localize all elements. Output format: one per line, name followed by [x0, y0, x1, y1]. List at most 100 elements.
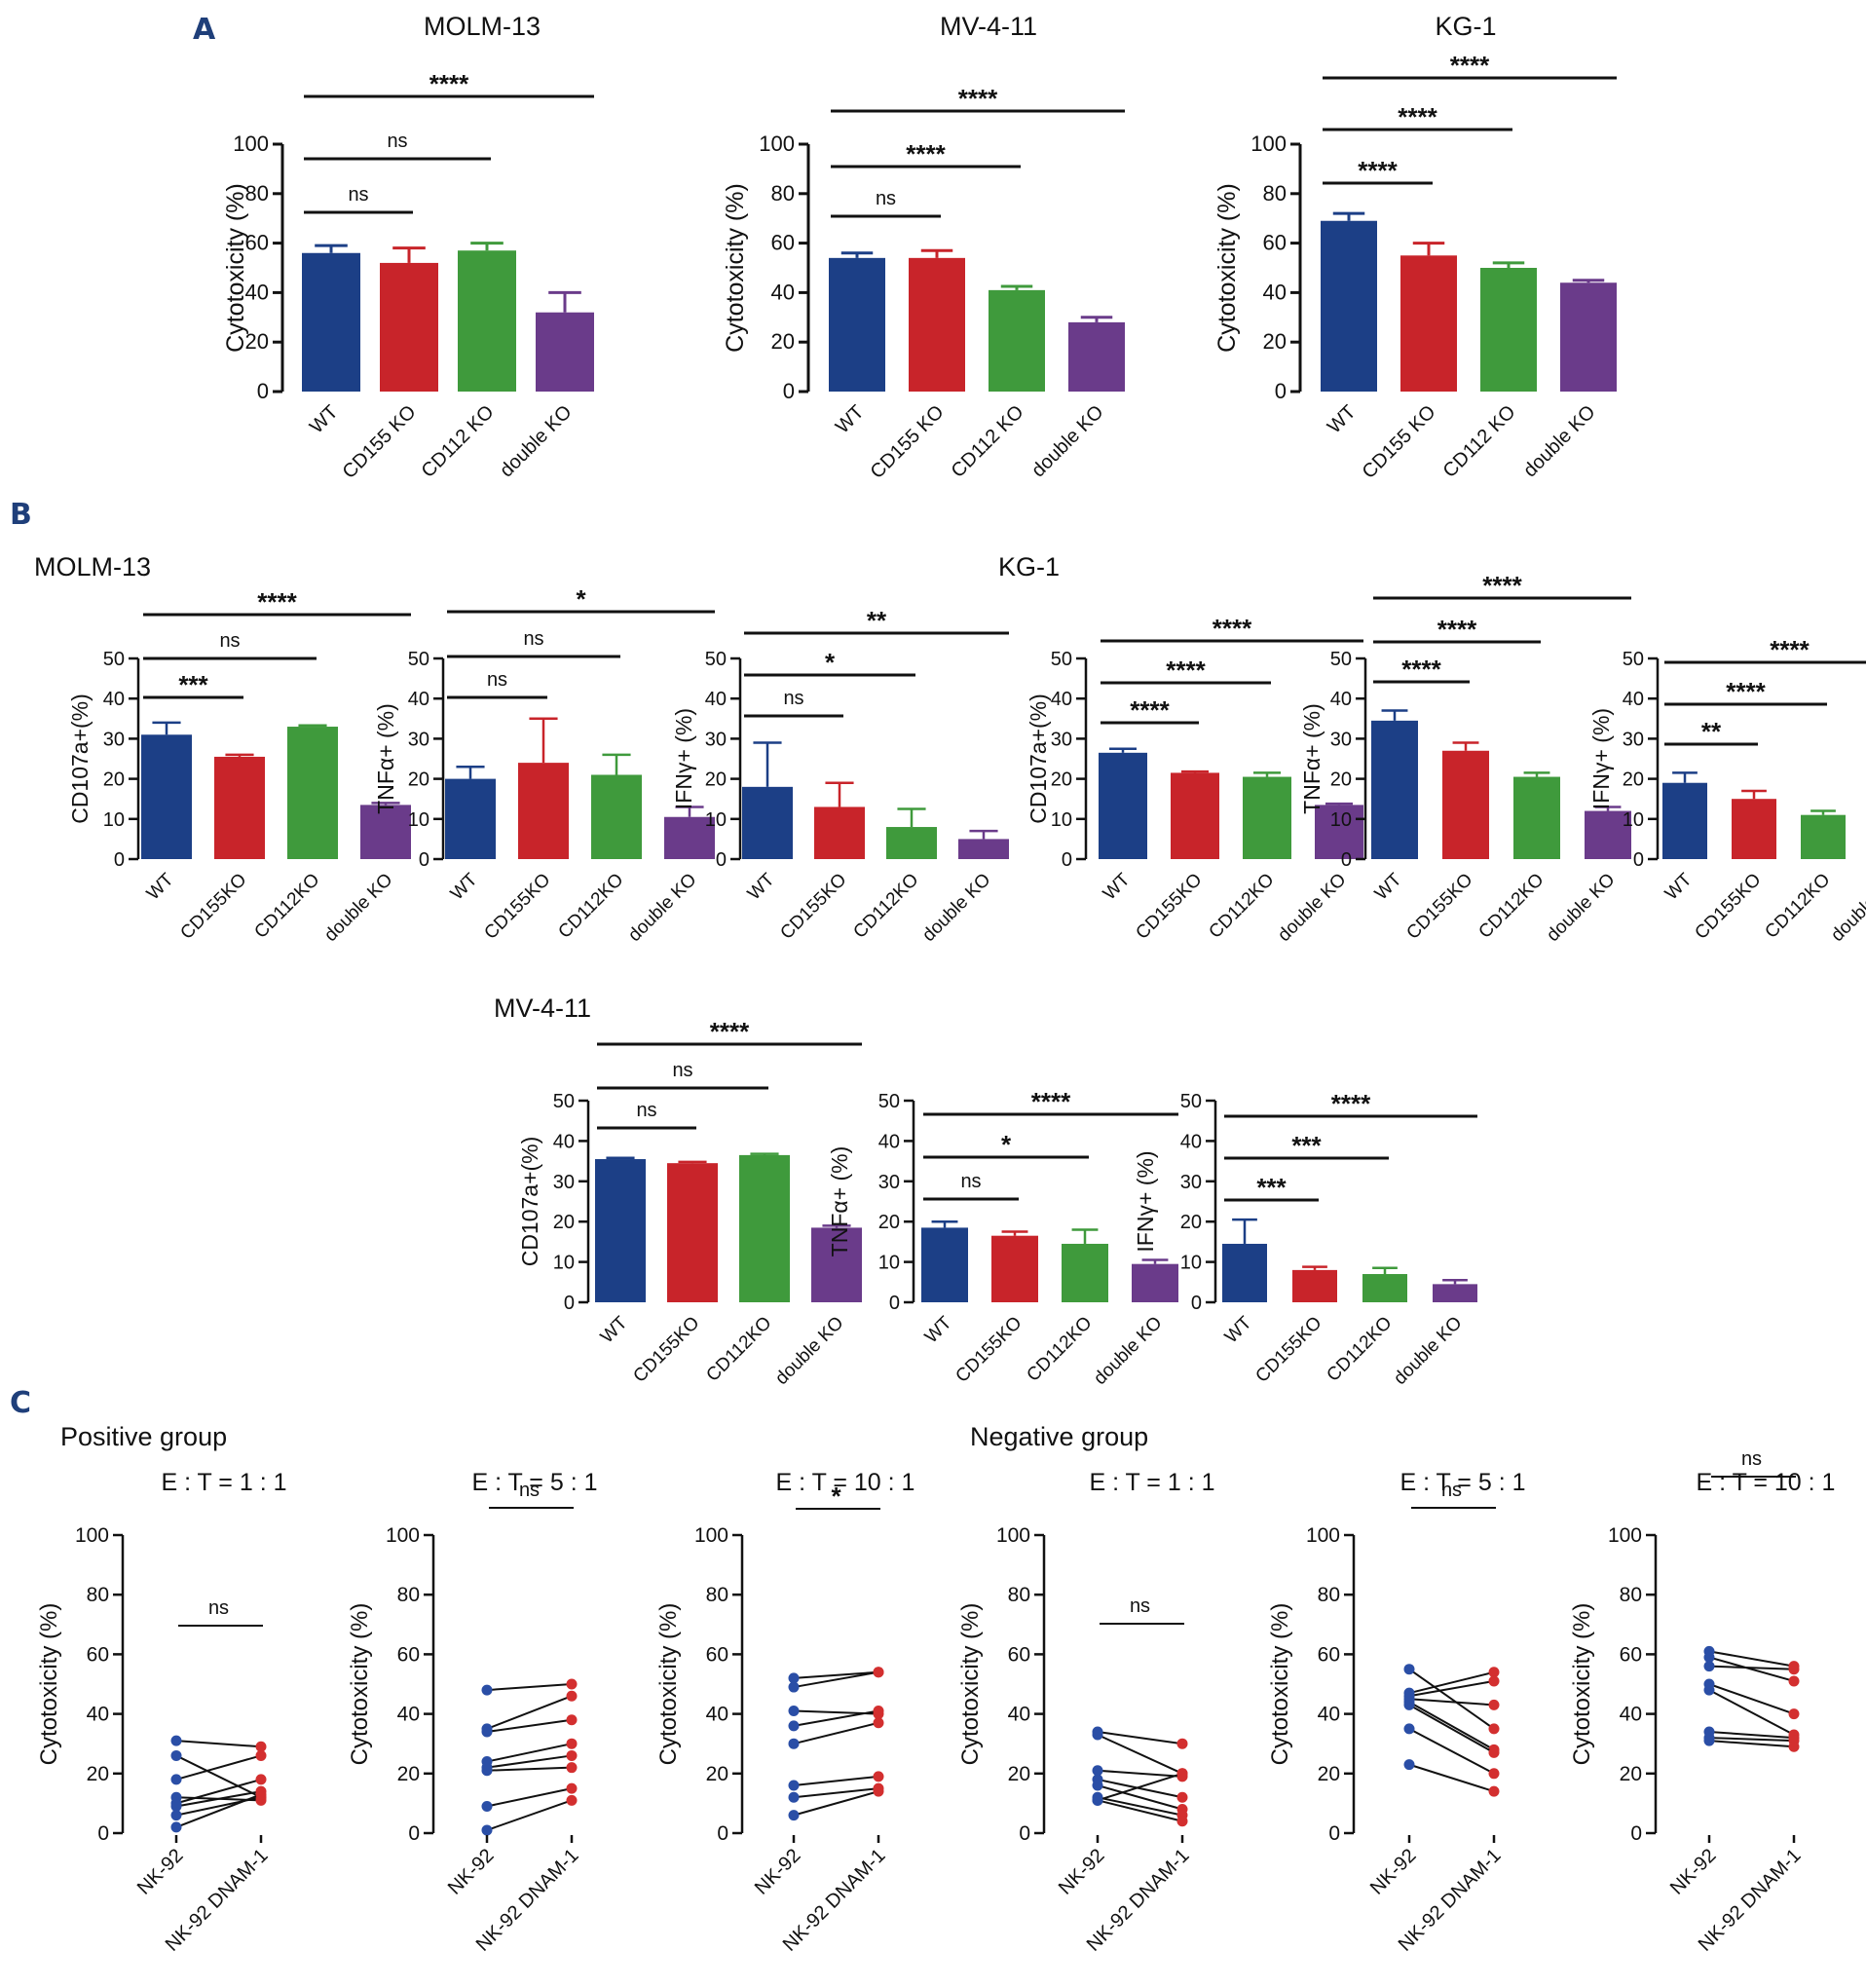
significance-label: ns: [672, 1060, 692, 1081]
chart-title: MV-4-11: [940, 12, 1037, 41]
significance-label: *: [831, 1482, 841, 1511]
x-category-label: WT: [597, 1312, 632, 1347]
bar-double-ko: [360, 805, 411, 859]
significance-label: ns: [519, 1480, 540, 1501]
pair-line: [486, 1799, 573, 1831]
x-category-label: CD155KO: [176, 870, 250, 944]
x-category-label: double KO: [1519, 401, 1599, 481]
bar-cd112-ko: [458, 250, 516, 392]
y-tick-label: 60: [1318, 1643, 1340, 1666]
bar-cd112-ko: [1480, 268, 1537, 392]
x-category-label: CD112KO: [1023, 1313, 1096, 1386]
y-axis-label: CD107a+(%): [1026, 694, 1051, 824]
panel-letter-b: B: [10, 498, 32, 532]
significance-label: ****: [1398, 102, 1437, 131]
y-tick-label: 30: [878, 1172, 900, 1193]
pair-line: [1408, 1728, 1495, 1775]
point-nk92: [788, 1780, 800, 1791]
bar-double-ko: [664, 816, 715, 859]
bar-double-ko: [1433, 1284, 1477, 1302]
chart-title: KG-1: [1435, 12, 1496, 41]
y-tick-label: 20: [553, 1212, 575, 1233]
y-tick-label: 0: [1275, 379, 1287, 403]
point-nk92-dnam1: [1176, 1768, 1188, 1780]
significance-label: *: [825, 648, 836, 677]
bar-double-ko: [1560, 282, 1617, 392]
point-nk92-dnam1: [255, 1774, 267, 1785]
y-tick-label: 0: [1191, 1293, 1202, 1314]
point-nk92: [1703, 1661, 1715, 1672]
y-axis-label: IFNγ+ (%): [1133, 1150, 1158, 1252]
pair-line: [793, 1790, 879, 1817]
pair-line: [1708, 1683, 1795, 1715]
y-tick-label: 100: [1306, 1524, 1340, 1547]
point-nk92-dnam1: [1176, 1791, 1188, 1803]
significance-label: ****: [1401, 655, 1441, 684]
pair-line: [1408, 1704, 1495, 1754]
point-nk92-dnam1: [1488, 1785, 1500, 1797]
point-nk92-dnam1: [1176, 1816, 1188, 1827]
pair-line: [486, 1683, 573, 1692]
point-nk92: [170, 1749, 182, 1761]
pair-line: [793, 1709, 879, 1727]
x-category-label: double KO: [771, 1313, 847, 1389]
y-tick-label: 30: [553, 1172, 575, 1193]
y-tick-label: 0: [408, 1822, 420, 1845]
point-nk92-dnam1: [873, 1771, 884, 1782]
bar-cd155-ko: [1400, 255, 1457, 392]
point-nk92-dnam1: [566, 1738, 578, 1749]
y-tick-label: 40: [1051, 689, 1072, 710]
y-tick-label: 40: [1263, 280, 1287, 304]
significance-label: ****: [1166, 656, 1206, 685]
x-category-label: CD155 KO: [1359, 401, 1440, 483]
x-category-label: CD112KO: [250, 870, 323, 943]
x-category-label: WT: [1221, 1312, 1256, 1347]
significance-label: ****: [1331, 1089, 1371, 1118]
y-tick-label: 100: [1250, 131, 1287, 156]
y-tick-label: 40: [878, 1131, 900, 1152]
bar-wt: [921, 1227, 968, 1302]
point-nk92: [1092, 1780, 1103, 1791]
pair-line: [1408, 1763, 1495, 1793]
significance-label: ****: [1358, 156, 1398, 185]
y-tick-label: 0: [114, 849, 125, 871]
point-nk92-dnam1: [566, 1782, 578, 1794]
group-title-molm13: MOLM-13: [34, 552, 151, 581]
x-category-label: WT: [447, 869, 482, 904]
bar-wt: [302, 252, 360, 392]
x-category-label: double KO: [1827, 870, 1866, 946]
y-tick-label: 80: [771, 181, 795, 206]
bar-double-ko: [536, 312, 594, 392]
point-nk92: [788, 1791, 800, 1803]
x-category-label: NK-92: [1366, 1845, 1421, 1899]
point-nk92: [1403, 1723, 1415, 1735]
y-tick-label: 0: [257, 379, 269, 403]
pair-line: [1408, 1679, 1495, 1698]
point-nk92: [1092, 1794, 1103, 1806]
x-category-label: CD112KO: [1205, 870, 1278, 943]
y-tick-label: 20: [103, 769, 125, 791]
significance-label: **: [867, 606, 887, 635]
y-tick-label: 40: [1623, 689, 1644, 710]
significance-label: ****: [1437, 615, 1477, 644]
y-tick-label: 100: [386, 1524, 420, 1547]
y-tick-label: 0: [717, 1822, 728, 1845]
pair-line: [1708, 1740, 1795, 1748]
y-tick-label: 50: [1623, 649, 1644, 670]
y-tick-label: 0: [97, 1822, 109, 1845]
y-tick-label: 50: [408, 649, 429, 670]
y-tick-label: 40: [1008, 1704, 1030, 1726]
y-tick-label: 50: [1330, 649, 1352, 670]
point-nk92: [788, 1681, 800, 1693]
pair-line: [486, 1766, 573, 1772]
pair-line: [486, 1754, 573, 1769]
x-category-label: CD112KO: [849, 870, 922, 943]
chart-title: MOLM-13: [424, 12, 541, 41]
y-tick-label: 50: [705, 649, 727, 670]
y-tick-label: 50: [103, 649, 125, 670]
x-category-label: CD112KO: [702, 1313, 775, 1386]
y-tick-label: 20: [397, 1763, 420, 1785]
bar-cd112ko: [739, 1154, 790, 1302]
point-nk92-dnam1: [1488, 1746, 1500, 1758]
significance-label: ns: [636, 1100, 656, 1121]
